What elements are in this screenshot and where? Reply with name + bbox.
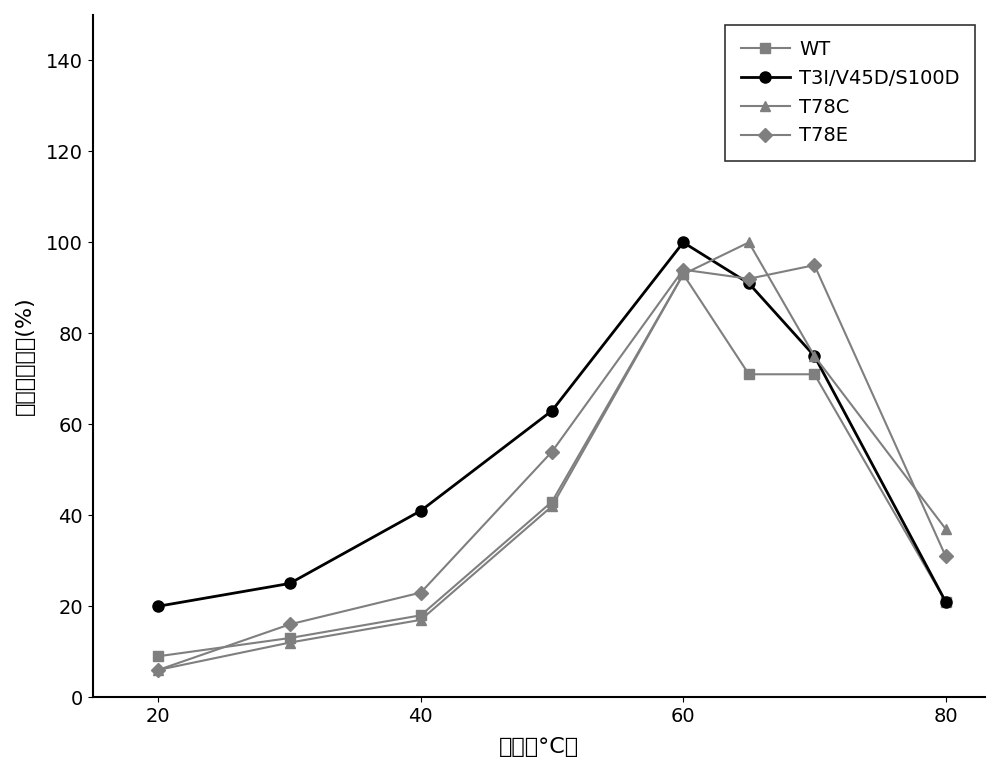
T78C [415,615,427,625]
T3I/V45D/S100D [152,601,164,611]
X-axis label: 温度（°C）: 温度（°C） [499,737,579,757]
WT [415,611,427,620]
T78C [743,238,755,247]
T78E [546,447,558,456]
Line: T78C: T78C [154,238,951,675]
T78E [284,620,296,629]
WT [152,652,164,661]
T3I/V45D/S100D [415,506,427,516]
T78E [152,665,164,675]
T78C [284,638,296,647]
T78C [808,351,820,361]
T3I/V45D/S100D [743,279,755,288]
WT [546,497,558,506]
T3I/V45D/S100D [808,351,820,361]
T3I/V45D/S100D [940,597,952,606]
T78C [677,269,689,279]
Legend: WT, T3I/V45D/S100D, T78C, T78E: WT, T3I/V45D/S100D, T78C, T78E [725,25,975,161]
WT [940,597,952,606]
T78E [743,274,755,283]
Line: T78E: T78E [154,260,951,675]
T78C [546,502,558,511]
T78E [808,260,820,269]
WT [743,370,755,379]
T78C [940,524,952,533]
T3I/V45D/S100D [677,238,689,247]
WT [284,633,296,642]
Line: WT: WT [154,269,951,661]
WT [677,269,689,279]
T78E [415,588,427,598]
T3I/V45D/S100D [284,579,296,588]
Y-axis label: 角蛋白酶活力(%): 角蛋白酶活力(%) [15,296,35,415]
Line: T3I/V45D/S100D: T3I/V45D/S100D [153,237,951,611]
WT [808,370,820,379]
T3I/V45D/S100D [546,406,558,415]
T78E [677,265,689,274]
T78C [152,665,164,675]
T78E [940,551,952,560]
